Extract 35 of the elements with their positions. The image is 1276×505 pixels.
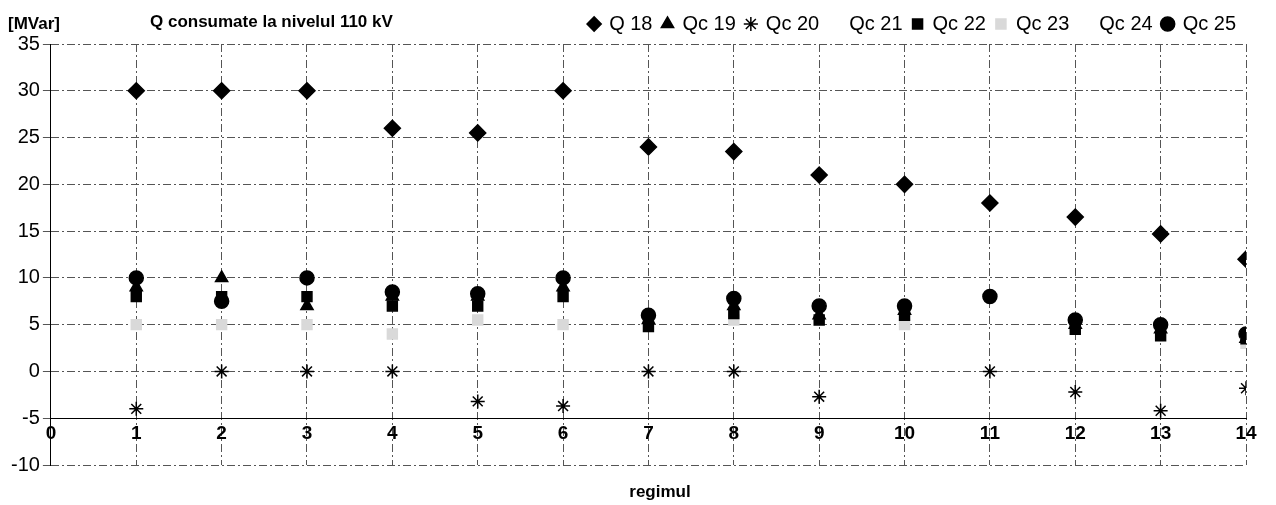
- x-tick-label: 3: [301, 421, 313, 443]
- y-tick-label: 5: [28, 312, 40, 335]
- x-tick-label: 4: [387, 421, 399, 443]
- y-tick-label: -10: [11, 452, 40, 475]
- y-axis-title: [MVar]: [8, 13, 60, 33]
- y-tick-label: 20: [17, 171, 40, 194]
- y-tick-label: -5: [22, 405, 40, 428]
- x-tick-label: 6: [557, 421, 569, 443]
- y-tick-label: 25: [17, 125, 40, 148]
- legend-label: Qc 22: [932, 11, 986, 34]
- y-tick-label: 10: [17, 265, 40, 288]
- y-tick-label: 35: [17, 31, 40, 54]
- x-tick-label: 11: [979, 421, 1001, 443]
- y-tick-label: 30: [17, 78, 40, 101]
- x-axis-title: regimul: [629, 481, 691, 501]
- x-tick-label: 9: [813, 421, 825, 443]
- text: Qc 24: [1099, 11, 1153, 34]
- x-tick-label: 10: [893, 421, 916, 443]
- legend-label: Q 18: [609, 11, 653, 34]
- x-tick-label: 12: [1064, 421, 1086, 443]
- legend-label: Qc 25: [1182, 11, 1236, 34]
- legend-label: Qc 20: [765, 11, 820, 34]
- x-tick-label: 14: [1235, 421, 1257, 443]
- x-tick-label: 13: [1150, 421, 1172, 443]
- legend-label: Qc 19: [682, 11, 736, 34]
- legend-label: Qc 23: [1015, 11, 1070, 34]
- x-tick-label: 1: [130, 421, 142, 443]
- y-tick-label: 0: [28, 358, 40, 381]
- chart-title: Q consumate la nivelul 110 kV: [150, 11, 394, 31]
- y-tick-label: 15: [17, 218, 40, 241]
- x-tick-label: 5: [472, 421, 484, 443]
- x-tick-label: 8: [728, 421, 740, 443]
- x-tick-label: 7: [643, 421, 654, 443]
- x-tick-label: 2: [216, 421, 227, 443]
- text: Qc 21: [849, 11, 903, 34]
